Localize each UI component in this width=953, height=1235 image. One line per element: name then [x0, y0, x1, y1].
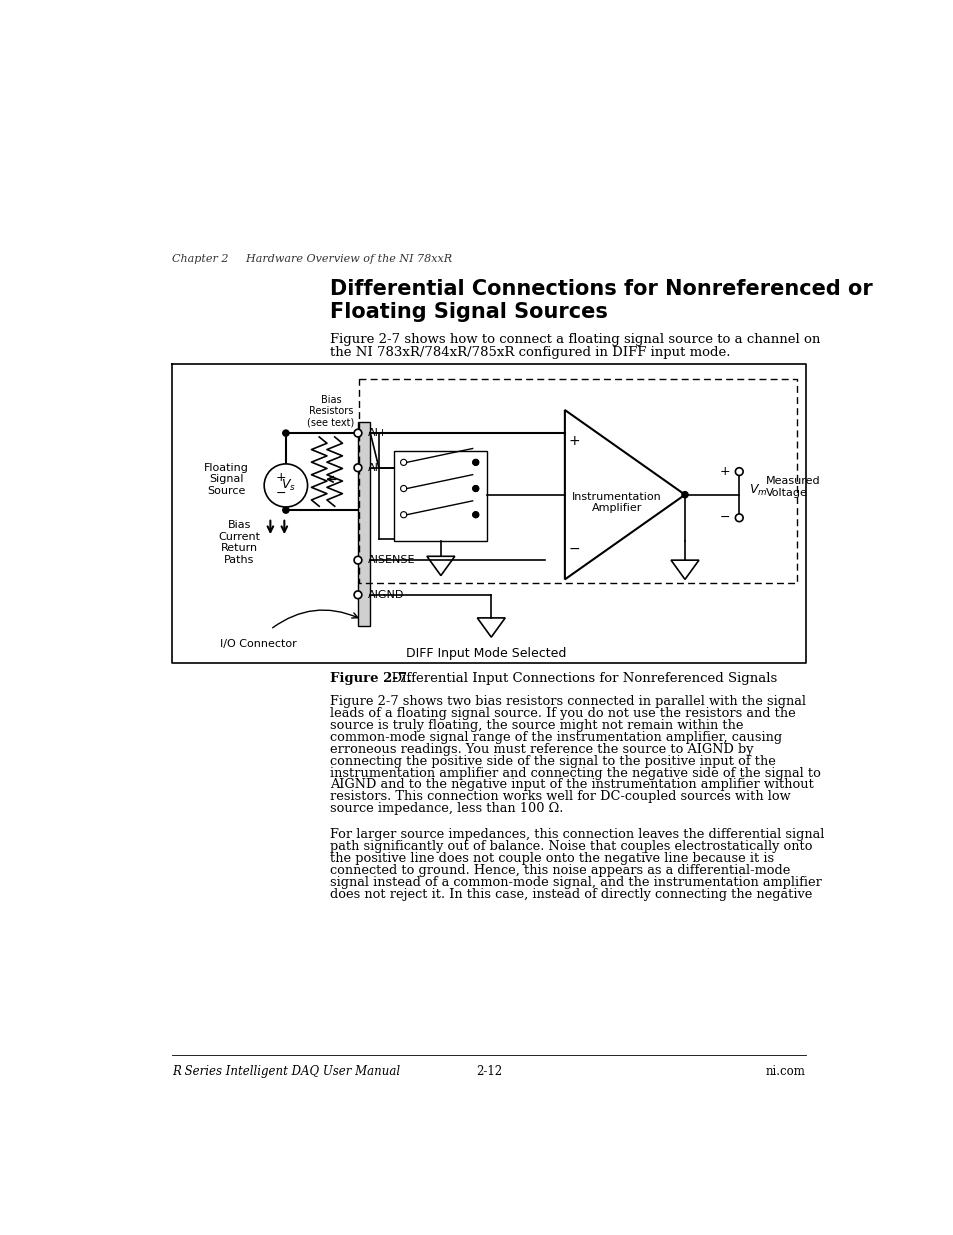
Text: Differential Connections for Nonreferenced or: Differential Connections for Nonreferenc… [330, 279, 872, 299]
Text: AISENSE: AISENSE [368, 556, 416, 566]
Text: AI+: AI+ [368, 429, 388, 438]
Bar [357, 421, 370, 626]
Circle shape [473, 485, 478, 492]
Text: resistors. This connection works well for DC-coupled sources with low: resistors. This connection works well fo… [330, 790, 790, 804]
Text: R Series Intelligent DAQ User Manual: R Series Intelligent DAQ User Manual [172, 1066, 399, 1078]
Circle shape [472, 511, 478, 517]
Circle shape [472, 485, 478, 492]
Text: Floating
Signal
Source: Floating Signal Source [204, 463, 249, 496]
Circle shape [681, 492, 687, 498]
Text: +: + [719, 466, 729, 478]
Circle shape [472, 459, 478, 466]
Text: leads of a floating signal source. If you do not use the resistors and the: leads of a floating signal source. If yo… [330, 706, 795, 720]
Text: DIFF Input Mode Selected: DIFF Input Mode Selected [406, 647, 566, 661]
Text: −: − [719, 511, 729, 525]
Text: Floating Signal Sources: Floating Signal Sources [330, 303, 607, 322]
Text: I/O Connector: I/O Connector [220, 640, 296, 650]
Text: Bias
Current
Return
Paths: Bias Current Return Paths [218, 520, 260, 564]
Text: +: + [568, 433, 579, 448]
Circle shape [473, 459, 478, 466]
Text: ni.com: ni.com [765, 1066, 805, 1078]
Text: Figure 2-7 shows two bias resistors connected in parallel with the signal: Figure 2-7 shows two bias resistors conn… [330, 695, 805, 708]
Circle shape [354, 592, 361, 599]
Text: Instrumentation
Amplifier: Instrumentation Amplifier [572, 492, 661, 514]
Circle shape [400, 485, 406, 492]
Circle shape [282, 508, 289, 514]
Text: For larger source impedances, this connection leaves the differential signal: For larger source impedances, this conne… [330, 829, 823, 841]
Circle shape [264, 464, 307, 508]
Text: $V_s$: $V_s$ [280, 478, 295, 493]
Text: Measured
Voltage: Measured Voltage [765, 477, 821, 498]
Circle shape [400, 511, 406, 517]
Text: signal instead of a common-mode signal, and the instrumentation amplifier: signal instead of a common-mode signal, … [330, 876, 821, 889]
Circle shape [735, 468, 742, 475]
Circle shape [473, 513, 478, 517]
Circle shape [400, 459, 406, 466]
Circle shape [354, 430, 361, 437]
Text: common-mode signal range of the instrumentation amplifier, causing: common-mode signal range of the instrume… [330, 731, 781, 743]
Text: −: − [275, 487, 286, 500]
Text: source is truly floating, the source might not remain within the: source is truly floating, the source mig… [330, 719, 742, 732]
Text: instrumentation amplifier and connecting the negative side of the signal to: instrumentation amplifier and connecting… [330, 767, 821, 779]
Text: connected to ground. Hence, this noise appears as a differential-mode: connected to ground. Hence, this noise a… [330, 864, 790, 877]
Circle shape [282, 430, 289, 436]
Text: Differential Input Connections for Nonreferenced Signals: Differential Input Connections for Nonre… [382, 672, 776, 684]
Text: −: − [568, 542, 579, 556]
Circle shape [354, 464, 361, 472]
Circle shape [354, 556, 361, 564]
Text: source impedance, less than 100 Ω.: source impedance, less than 100 Ω. [330, 803, 563, 815]
Text: AIGND and to the negative input of the instrumentation amplifier without: AIGND and to the negative input of the i… [330, 778, 813, 792]
Text: Chapter 2     Hardware Overview of the NI 78xxR: Chapter 2 Hardware Overview of the NI 78… [172, 254, 452, 264]
Text: AI–: AI– [368, 463, 384, 473]
Text: does not reject it. In this case, instead of directly connecting the negative: does not reject it. In this case, instea… [330, 888, 812, 900]
Bar [394, 451, 487, 541]
Text: Figure 2-7 shows how to connect a floating signal source to a channel on: Figure 2-7 shows how to connect a floati… [330, 333, 820, 346]
Text: 2-12: 2-12 [476, 1066, 501, 1078]
Text: +: + [275, 472, 286, 484]
Text: Bias
Resistors
(see text): Bias Resistors (see text) [307, 395, 355, 427]
Text: the positive line does not couple onto the negative line because it is: the positive line does not couple onto t… [330, 852, 774, 864]
Text: path significantly out of balance. Noise that couples electrostatically onto: path significantly out of balance. Noise… [330, 840, 812, 853]
Text: connecting the positive side of the signal to the positive input of the: connecting the positive side of the sign… [330, 755, 775, 768]
Text: AIGND: AIGND [368, 590, 404, 600]
Text: erroneous readings. You must reference the source to AIGND by: erroneous readings. You must reference t… [330, 742, 753, 756]
Circle shape [735, 514, 742, 521]
Text: $V_m$: $V_m$ [748, 483, 766, 499]
Text: the NI 783xR/784xR/785xR configured in DIFF input mode.: the NI 783xR/784xR/785xR configured in D… [330, 346, 730, 359]
Text: Figure 2-7.: Figure 2-7. [330, 672, 412, 684]
